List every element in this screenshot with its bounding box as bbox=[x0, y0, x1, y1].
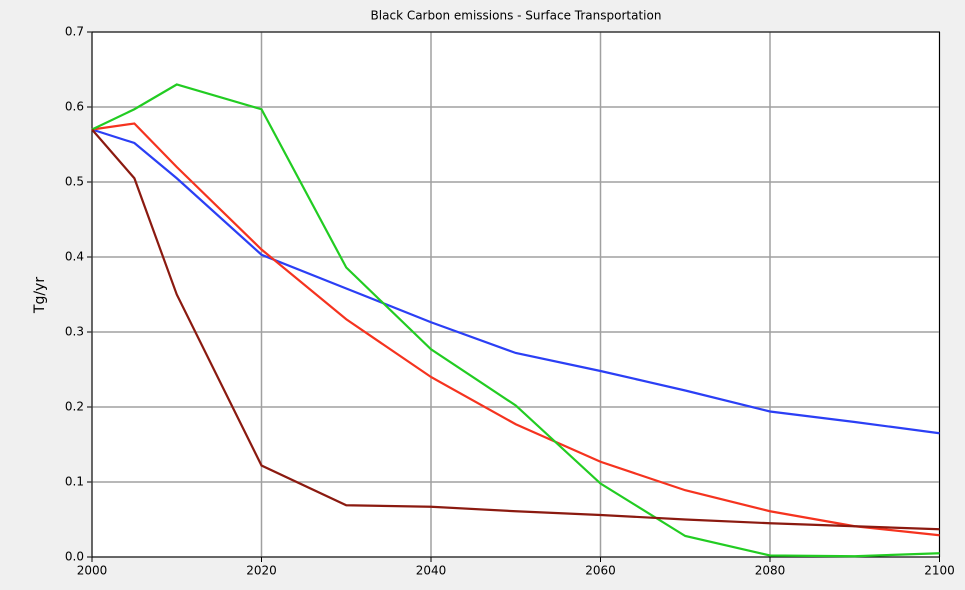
plot-area bbox=[92, 32, 940, 557]
x-tick-label: 2080 bbox=[755, 564, 786, 578]
line-series bbox=[91, 122, 940, 537]
y-tick-label: 0.2 bbox=[65, 400, 84, 414]
x-tick-label: 2040 bbox=[416, 564, 447, 578]
line-series bbox=[91, 128, 940, 435]
y-tick-label: 0.6 bbox=[65, 100, 84, 114]
x-tick-label: 2020 bbox=[246, 564, 277, 578]
y-tick-label: 0.1 bbox=[65, 475, 84, 489]
x-tick-label: 2060 bbox=[585, 564, 616, 578]
y-tick-label: 0.3 bbox=[65, 325, 84, 339]
y-tick-label: 0.5 bbox=[65, 175, 84, 189]
x-tick-label: 2000 bbox=[77, 564, 108, 578]
y-tick-label: 0.0 bbox=[65, 550, 84, 564]
y-tick-label: 0.4 bbox=[65, 250, 84, 264]
x-tick-label: 2100 bbox=[924, 564, 955, 578]
line-series bbox=[91, 128, 940, 531]
y-tick-label: 0.7 bbox=[65, 25, 84, 39]
plot-border bbox=[91, 31, 940, 558]
chart-title: Black Carbon emissions - Surface Transpo… bbox=[371, 9, 662, 23]
line-series bbox=[91, 83, 940, 558]
y-axis-label: Tg/yr bbox=[32, 277, 48, 314]
